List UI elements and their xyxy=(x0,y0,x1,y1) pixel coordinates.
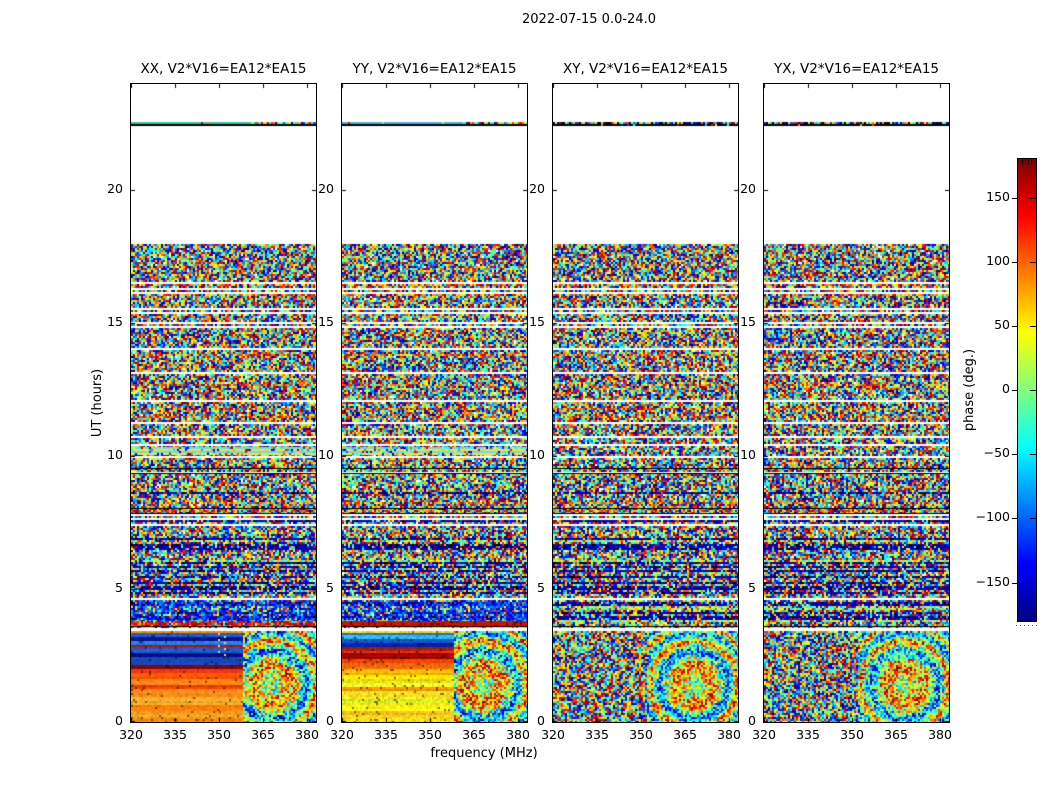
colorbar-tick-mark xyxy=(1030,583,1036,584)
colorbar-tick-mark xyxy=(1012,390,1018,391)
y-tick-label: 20 xyxy=(107,181,123,196)
panel-title-yx: YX, V2*V16=EA12*EA15 xyxy=(773,61,939,77)
x-tick-label: 335 xyxy=(796,727,820,742)
colorbar-tick-label: −150 xyxy=(975,574,1010,589)
y-tick-label: 0 xyxy=(748,713,756,728)
x-axis-label: frequency (MHz) xyxy=(430,746,538,761)
x-tick-label: 350 xyxy=(418,727,442,742)
colorbar-tick-mark xyxy=(1030,326,1036,327)
y-tick-label: 15 xyxy=(107,314,123,329)
x-tick-label: 380 xyxy=(295,727,319,742)
heatmap-canvas-yy xyxy=(341,83,528,723)
heatmap-canvas-xx xyxy=(130,83,317,723)
x-tick-label: 380 xyxy=(928,727,952,742)
y-axis-label: UT (hours) xyxy=(90,368,105,438)
heatmap-canvas-xy xyxy=(552,83,739,723)
colorbar-tick-label: 100 xyxy=(986,253,1010,268)
x-tick-label: 380 xyxy=(717,727,741,742)
x-tick-label: 365 xyxy=(462,727,486,742)
x-tick-label: 320 xyxy=(541,727,565,742)
colorbar-tick-mark xyxy=(1012,583,1018,584)
colorbar-top-hatch xyxy=(1022,160,1033,165)
y-tick-label: 10 xyxy=(318,447,334,462)
colorbar-tick-mark xyxy=(1030,454,1036,455)
colorbar-tick-mark xyxy=(1012,518,1018,519)
x-tick-label: 380 xyxy=(506,727,530,742)
x-tick-label: 320 xyxy=(330,727,354,742)
colorbar-tick-mark xyxy=(1030,198,1036,199)
y-tick-label: 5 xyxy=(326,580,334,595)
colorbar-tick-label: −100 xyxy=(975,509,1010,524)
x-tick-label: 335 xyxy=(374,727,398,742)
y-tick-label: 10 xyxy=(107,447,123,462)
y-tick-label: 0 xyxy=(537,713,545,728)
colorbar-bottom-dots xyxy=(1016,625,1038,626)
x-tick-label: 320 xyxy=(752,727,776,742)
colorbar-tick-label: 50 xyxy=(994,317,1010,332)
colorbar-tick-mark xyxy=(1030,518,1036,519)
x-tick-label: 365 xyxy=(884,727,908,742)
panel-title-xy: XY, V2*V16=EA12*EA15 xyxy=(562,61,728,77)
x-tick-label: 335 xyxy=(163,727,187,742)
colorbar-tick-label: 0 xyxy=(1002,381,1010,396)
x-tick-label: 365 xyxy=(251,727,275,742)
colorbar-tick-mark xyxy=(1012,262,1018,263)
y-tick-label: 5 xyxy=(115,580,123,595)
colorbar-tick-label: −50 xyxy=(983,445,1010,460)
x-tick-label: 350 xyxy=(840,727,864,742)
heatmap-canvas-yx xyxy=(763,83,950,723)
x-tick-label: 320 xyxy=(119,727,143,742)
y-tick-label: 15 xyxy=(740,314,756,329)
x-tick-label: 335 xyxy=(585,727,609,742)
y-tick-label: 5 xyxy=(748,580,756,595)
x-tick-label: 365 xyxy=(673,727,697,742)
colorbar-tick-mark xyxy=(1012,454,1018,455)
figure-title: 2022-07-15 0.0-24.0 xyxy=(522,12,656,27)
y-tick-label: 10 xyxy=(740,447,756,462)
y-tick-label: 0 xyxy=(115,713,123,728)
y-tick-label: 5 xyxy=(537,580,545,595)
colorbar-tick-label: 150 xyxy=(986,189,1010,204)
y-tick-label: 0 xyxy=(326,713,334,728)
y-tick-label: 10 xyxy=(529,447,545,462)
colorbar-tick-mark xyxy=(1012,198,1018,199)
panel-title-yy: YY, V2*V16=EA12*EA15 xyxy=(352,61,517,77)
colorbar-tick-mark xyxy=(1030,390,1036,391)
colorbar-tick-mark xyxy=(1012,326,1018,327)
y-tick-label: 20 xyxy=(318,181,334,196)
y-tick-label: 20 xyxy=(740,181,756,196)
y-tick-label: 15 xyxy=(529,314,545,329)
x-tick-label: 350 xyxy=(207,727,231,742)
x-tick-label: 350 xyxy=(629,727,653,742)
colorbar-tick-mark xyxy=(1030,262,1036,263)
y-tick-label: 20 xyxy=(529,181,545,196)
panel-title-xx: XX, V2*V16=EA12*EA15 xyxy=(140,61,307,77)
y-tick-label: 15 xyxy=(318,314,334,329)
